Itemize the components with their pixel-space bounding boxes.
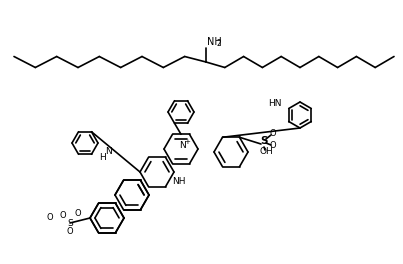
- Text: S: S: [67, 219, 73, 228]
- Text: OH: OH: [259, 148, 273, 157]
- Text: O: O: [270, 142, 276, 150]
- Text: O: O: [75, 210, 81, 219]
- Text: O: O: [47, 214, 53, 223]
- Text: 2: 2: [216, 40, 221, 49]
- Text: O: O: [66, 227, 73, 235]
- Text: N: N: [179, 142, 185, 150]
- Text: N: N: [105, 147, 111, 155]
- Text: HN: HN: [268, 98, 282, 107]
- Text: NH: NH: [172, 177, 186, 186]
- Text: NH: NH: [207, 37, 222, 47]
- Text: S: S: [260, 136, 268, 146]
- Text: +: +: [184, 139, 190, 145]
- Text: O: O: [270, 130, 276, 139]
- Text: H: H: [99, 153, 105, 163]
- Text: O: O: [60, 210, 66, 219]
